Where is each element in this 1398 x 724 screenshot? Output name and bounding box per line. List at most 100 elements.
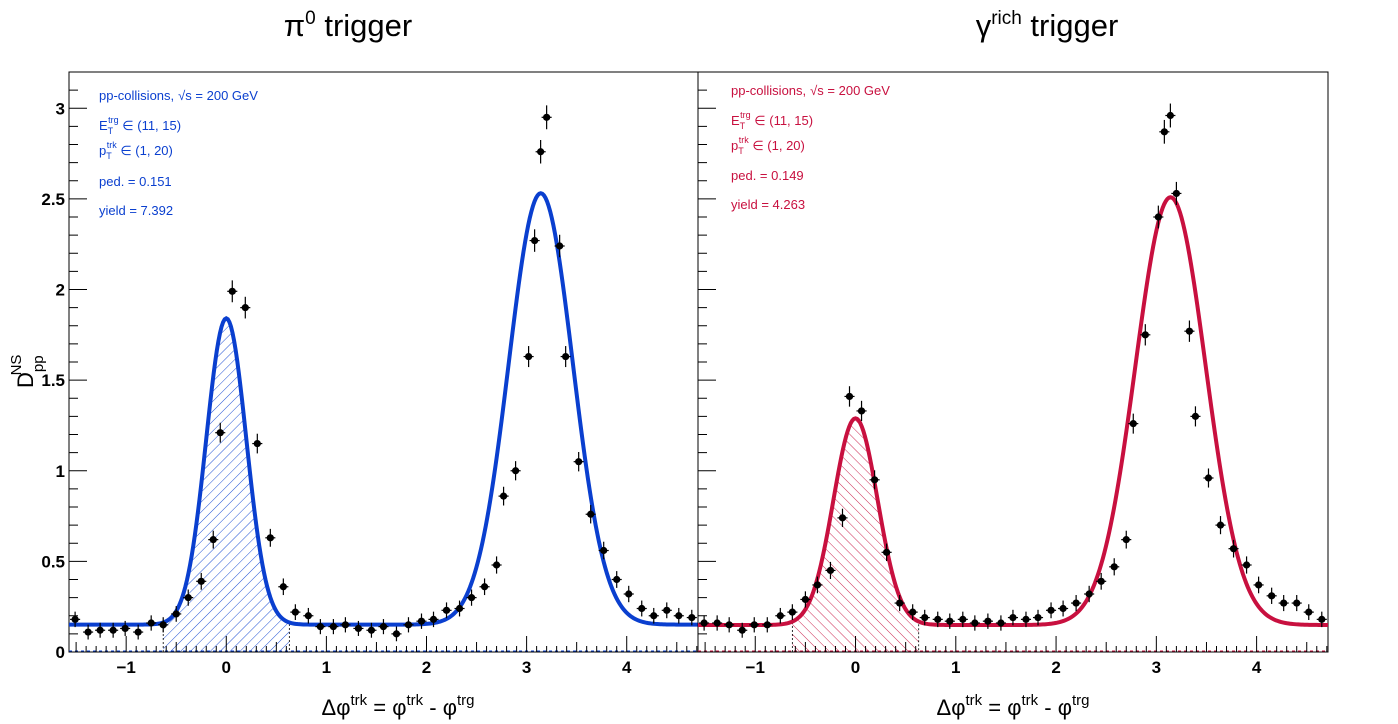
left-x-tick-label: 3 xyxy=(522,658,531,677)
right-data-point xyxy=(749,617,760,633)
left-x-tick-label: 2 xyxy=(422,658,431,677)
right-data-point xyxy=(1096,572,1107,590)
left-data-point xyxy=(108,622,119,638)
left-data-point xyxy=(529,229,540,252)
right-data-point xyxy=(775,607,786,624)
left-data-point xyxy=(196,572,207,590)
left-data-point xyxy=(585,505,596,524)
left-data-point xyxy=(510,461,521,481)
left-data-point xyxy=(623,585,634,603)
right-data-point xyxy=(969,615,980,631)
left-y-tick-label: 2.5 xyxy=(41,190,65,209)
right-x-tick-label: 3 xyxy=(1152,658,1161,677)
right-data-point xyxy=(1165,103,1176,128)
left-data-point xyxy=(541,105,552,130)
left-data-point xyxy=(340,617,351,633)
left-data-point xyxy=(661,602,672,619)
left-data-point xyxy=(146,615,157,631)
right-data-point xyxy=(812,576,823,594)
left-data-point xyxy=(158,617,169,633)
left-xlabel: Δφtrk = φtrk - φtrg xyxy=(322,692,475,720)
left-data-point xyxy=(240,296,251,319)
left-data-point xyxy=(428,611,439,628)
left-data-point xyxy=(686,609,697,626)
left-data-point xyxy=(573,452,584,472)
left-ann-et: ETtrg ∈ (11, 15) xyxy=(99,115,181,136)
right-data-point xyxy=(1121,530,1132,549)
right-data-point xyxy=(1128,413,1139,434)
right-data-point xyxy=(1184,320,1195,342)
left-data-point xyxy=(441,602,452,619)
right-x-tick-label: 1 xyxy=(951,658,960,677)
right-data-point xyxy=(1190,406,1201,427)
left-data-point xyxy=(133,624,144,640)
right-data-point xyxy=(724,617,735,633)
right-data-point xyxy=(1278,595,1289,612)
left-data-point xyxy=(403,617,414,633)
right-annotations: pp-collisions, √s = 200 GeV ETtrg ∈ (11, … xyxy=(731,83,890,212)
left-ann-system: pp-collisions, √s = 200 GeV xyxy=(99,88,258,103)
right-fit-curve xyxy=(698,195,1329,627)
right-data-point xyxy=(844,386,855,407)
left-data-point xyxy=(673,607,684,624)
left-data-point xyxy=(171,606,182,622)
left-data-point xyxy=(498,486,509,506)
left-fit-curve xyxy=(69,191,698,627)
left-y-tick-label: 2 xyxy=(56,281,65,300)
right-data-point xyxy=(919,609,930,626)
left-data-point xyxy=(70,611,81,628)
left-data-point xyxy=(523,346,534,368)
left-ann-yield: yield = 7.392 xyxy=(99,203,173,218)
right-data-point xyxy=(1032,609,1044,626)
right-data-point xyxy=(1109,558,1120,576)
right-data-point xyxy=(800,591,811,608)
left-data-point xyxy=(391,626,402,642)
right-data-point xyxy=(1215,516,1226,535)
right-data-point xyxy=(1153,205,1164,229)
right-data-point xyxy=(1203,468,1214,488)
left-data-point xyxy=(611,571,622,588)
right-data-point xyxy=(1084,585,1095,603)
right-data-point xyxy=(737,622,748,638)
right-data-point xyxy=(982,613,993,629)
left-data-point xyxy=(378,619,389,635)
left-y-tick-label: 1.5 xyxy=(41,371,65,390)
left-data-point xyxy=(208,530,219,549)
right-data-point xyxy=(837,508,848,528)
left-x-tick-label: −1 xyxy=(116,658,135,677)
left-y-tick-label: 0 xyxy=(56,643,65,662)
left-y-tick-label: 1 xyxy=(56,462,65,481)
left-data-point xyxy=(636,600,647,617)
right-data-point xyxy=(869,470,880,490)
right-data-point xyxy=(957,611,968,628)
right-data-point xyxy=(1266,587,1277,604)
left-ann-ped: ped. = 0.151 xyxy=(99,174,172,189)
left-x-tick-label: 4 xyxy=(622,658,632,677)
left-x-tick-label: 0 xyxy=(222,658,231,677)
left-data-point xyxy=(598,541,609,560)
right-data-point xyxy=(1159,119,1170,144)
left-data-point xyxy=(466,589,477,606)
right-data-point xyxy=(894,595,905,612)
left-data-point xyxy=(183,589,194,606)
right-data-point xyxy=(1253,576,1264,594)
right-ann-yield: yield = 4.263 xyxy=(731,197,805,212)
right-title: γrich trigger xyxy=(976,8,1119,43)
left-data-point xyxy=(290,604,301,620)
left-ylabel: DppNS xyxy=(8,355,47,388)
right-plot-content xyxy=(698,103,1329,653)
left-data-point xyxy=(278,578,289,596)
left-data-point xyxy=(554,234,565,258)
right-ann-et: ETtrg ∈ (11, 15) xyxy=(731,110,813,131)
right-data-point xyxy=(881,543,892,562)
left-data-point xyxy=(353,620,364,636)
left-near-side-shaded-region xyxy=(162,317,290,653)
left-data-point xyxy=(491,556,502,574)
right-data-point xyxy=(699,615,710,631)
left-data-point xyxy=(315,619,326,635)
left-data-point xyxy=(560,346,571,368)
left-y-tick-label: 0.5 xyxy=(41,552,65,571)
left-data-point xyxy=(328,619,339,635)
right-axes: −1 0 1 2 3 4 xyxy=(698,71,1328,677)
